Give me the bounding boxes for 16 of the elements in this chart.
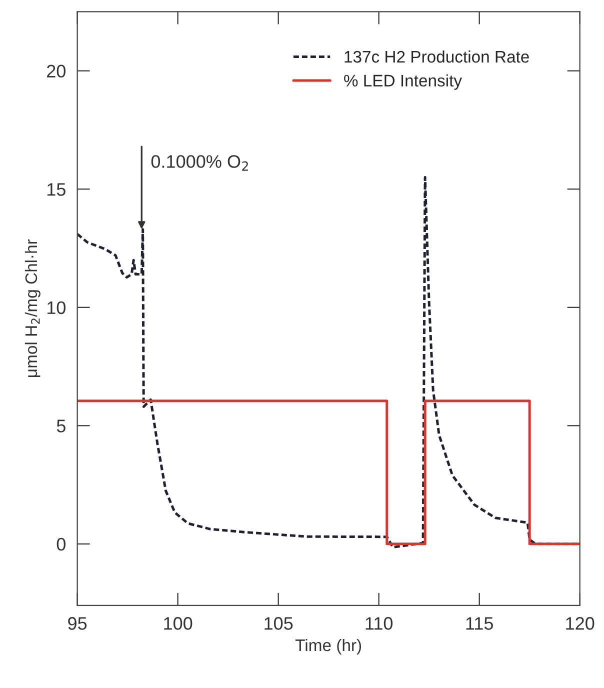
annotation: 0.1000% O$_{2}$: [151, 155, 248, 171]
y-tick-label: 15: [47, 183, 66, 196]
x-tick-label: 105: [264, 617, 293, 630]
x-tick-label: 120: [566, 617, 594, 630]
legend-label: 137c H2 Production Rate: [344, 50, 529, 63]
y-tick-label: 10: [47, 301, 66, 314]
y-tick-label: 0: [56, 538, 66, 551]
x-tick-label: 95: [68, 617, 87, 630]
y-tick-label: 20: [47, 64, 66, 78]
x-tick-label: 110: [366, 617, 393, 630]
x-axis-title: Time (hr): [295, 638, 362, 654]
y-axis-title: μmol H$_{2}$/mg Chl·hr: [24, 239, 40, 377]
legend-label: % LED Intensity: [344, 74, 462, 90]
x-tick-label: 115: [466, 617, 493, 630]
y-tick-label: 5: [56, 420, 66, 432]
x-tick-label: 100: [164, 617, 192, 630]
